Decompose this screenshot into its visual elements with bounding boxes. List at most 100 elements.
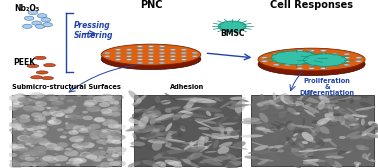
- Circle shape: [89, 135, 96, 138]
- Ellipse shape: [170, 59, 176, 60]
- Ellipse shape: [233, 116, 239, 119]
- Ellipse shape: [280, 121, 286, 130]
- Circle shape: [23, 24, 32, 28]
- Ellipse shape: [361, 115, 368, 117]
- Ellipse shape: [342, 111, 356, 112]
- Ellipse shape: [287, 107, 297, 114]
- Circle shape: [91, 156, 103, 161]
- Ellipse shape: [323, 105, 331, 113]
- Ellipse shape: [199, 159, 212, 163]
- Circle shape: [37, 138, 48, 143]
- Ellipse shape: [250, 103, 255, 106]
- Ellipse shape: [144, 145, 154, 151]
- Circle shape: [11, 118, 16, 120]
- Ellipse shape: [148, 49, 154, 50]
- Circle shape: [32, 117, 36, 119]
- Ellipse shape: [152, 156, 178, 159]
- Ellipse shape: [163, 159, 174, 165]
- Circle shape: [48, 120, 57, 124]
- Circle shape: [28, 145, 33, 148]
- Circle shape: [113, 138, 120, 141]
- Text: Differentiation: Differentiation: [300, 90, 355, 96]
- Circle shape: [94, 117, 105, 122]
- Ellipse shape: [159, 52, 165, 54]
- Ellipse shape: [315, 104, 336, 108]
- Circle shape: [110, 112, 120, 117]
- Circle shape: [20, 114, 30, 119]
- Circle shape: [85, 129, 97, 134]
- Ellipse shape: [31, 76, 42, 79]
- Circle shape: [72, 130, 77, 132]
- Ellipse shape: [134, 125, 158, 134]
- Circle shape: [30, 162, 40, 166]
- Circle shape: [45, 107, 48, 108]
- Circle shape: [22, 132, 28, 135]
- Ellipse shape: [311, 137, 323, 140]
- Ellipse shape: [257, 103, 263, 107]
- Circle shape: [29, 145, 35, 147]
- Circle shape: [65, 148, 69, 150]
- Ellipse shape: [300, 151, 309, 155]
- Ellipse shape: [273, 93, 286, 100]
- Circle shape: [11, 94, 25, 100]
- Circle shape: [11, 143, 24, 150]
- Ellipse shape: [199, 136, 209, 144]
- Ellipse shape: [198, 136, 204, 149]
- Ellipse shape: [184, 118, 193, 121]
- Ellipse shape: [171, 133, 182, 138]
- Circle shape: [51, 111, 65, 117]
- Ellipse shape: [220, 100, 234, 109]
- Circle shape: [113, 122, 119, 124]
- Ellipse shape: [299, 153, 322, 158]
- Ellipse shape: [257, 127, 274, 132]
- Circle shape: [116, 141, 121, 143]
- Ellipse shape: [142, 106, 155, 117]
- Ellipse shape: [217, 127, 227, 131]
- Ellipse shape: [277, 149, 284, 152]
- Ellipse shape: [324, 118, 328, 120]
- Ellipse shape: [142, 160, 159, 166]
- Text: Sintering: Sintering: [73, 31, 113, 40]
- Circle shape: [27, 128, 34, 131]
- Ellipse shape: [306, 148, 314, 152]
- Circle shape: [17, 135, 31, 141]
- Ellipse shape: [304, 159, 327, 162]
- Ellipse shape: [260, 94, 265, 100]
- Ellipse shape: [132, 133, 136, 140]
- Ellipse shape: [203, 160, 214, 162]
- Ellipse shape: [159, 46, 165, 47]
- Ellipse shape: [251, 141, 268, 147]
- Text: PEEK: PEEK: [13, 58, 36, 67]
- Ellipse shape: [104, 52, 110, 54]
- Circle shape: [96, 139, 107, 144]
- Ellipse shape: [342, 139, 349, 141]
- Ellipse shape: [344, 114, 354, 119]
- Circle shape: [32, 152, 45, 158]
- Ellipse shape: [181, 56, 187, 57]
- Ellipse shape: [361, 131, 378, 138]
- Circle shape: [35, 97, 38, 98]
- Bar: [251, 95, 374, 166]
- Ellipse shape: [325, 158, 335, 167]
- Ellipse shape: [126, 56, 132, 57]
- Circle shape: [109, 100, 119, 105]
- Ellipse shape: [160, 100, 171, 104]
- Circle shape: [76, 165, 80, 167]
- Ellipse shape: [307, 111, 316, 114]
- Circle shape: [81, 142, 95, 148]
- Circle shape: [105, 141, 112, 144]
- Ellipse shape: [248, 151, 271, 154]
- Circle shape: [56, 142, 68, 148]
- Ellipse shape: [328, 96, 349, 100]
- Ellipse shape: [252, 114, 274, 117]
- Circle shape: [79, 147, 83, 149]
- Ellipse shape: [155, 112, 163, 116]
- Ellipse shape: [141, 128, 156, 133]
- Ellipse shape: [228, 157, 243, 163]
- Circle shape: [15, 148, 26, 153]
- Ellipse shape: [321, 64, 326, 66]
- Ellipse shape: [195, 118, 217, 124]
- Ellipse shape: [291, 124, 295, 127]
- Ellipse shape: [302, 132, 313, 142]
- Ellipse shape: [295, 134, 308, 139]
